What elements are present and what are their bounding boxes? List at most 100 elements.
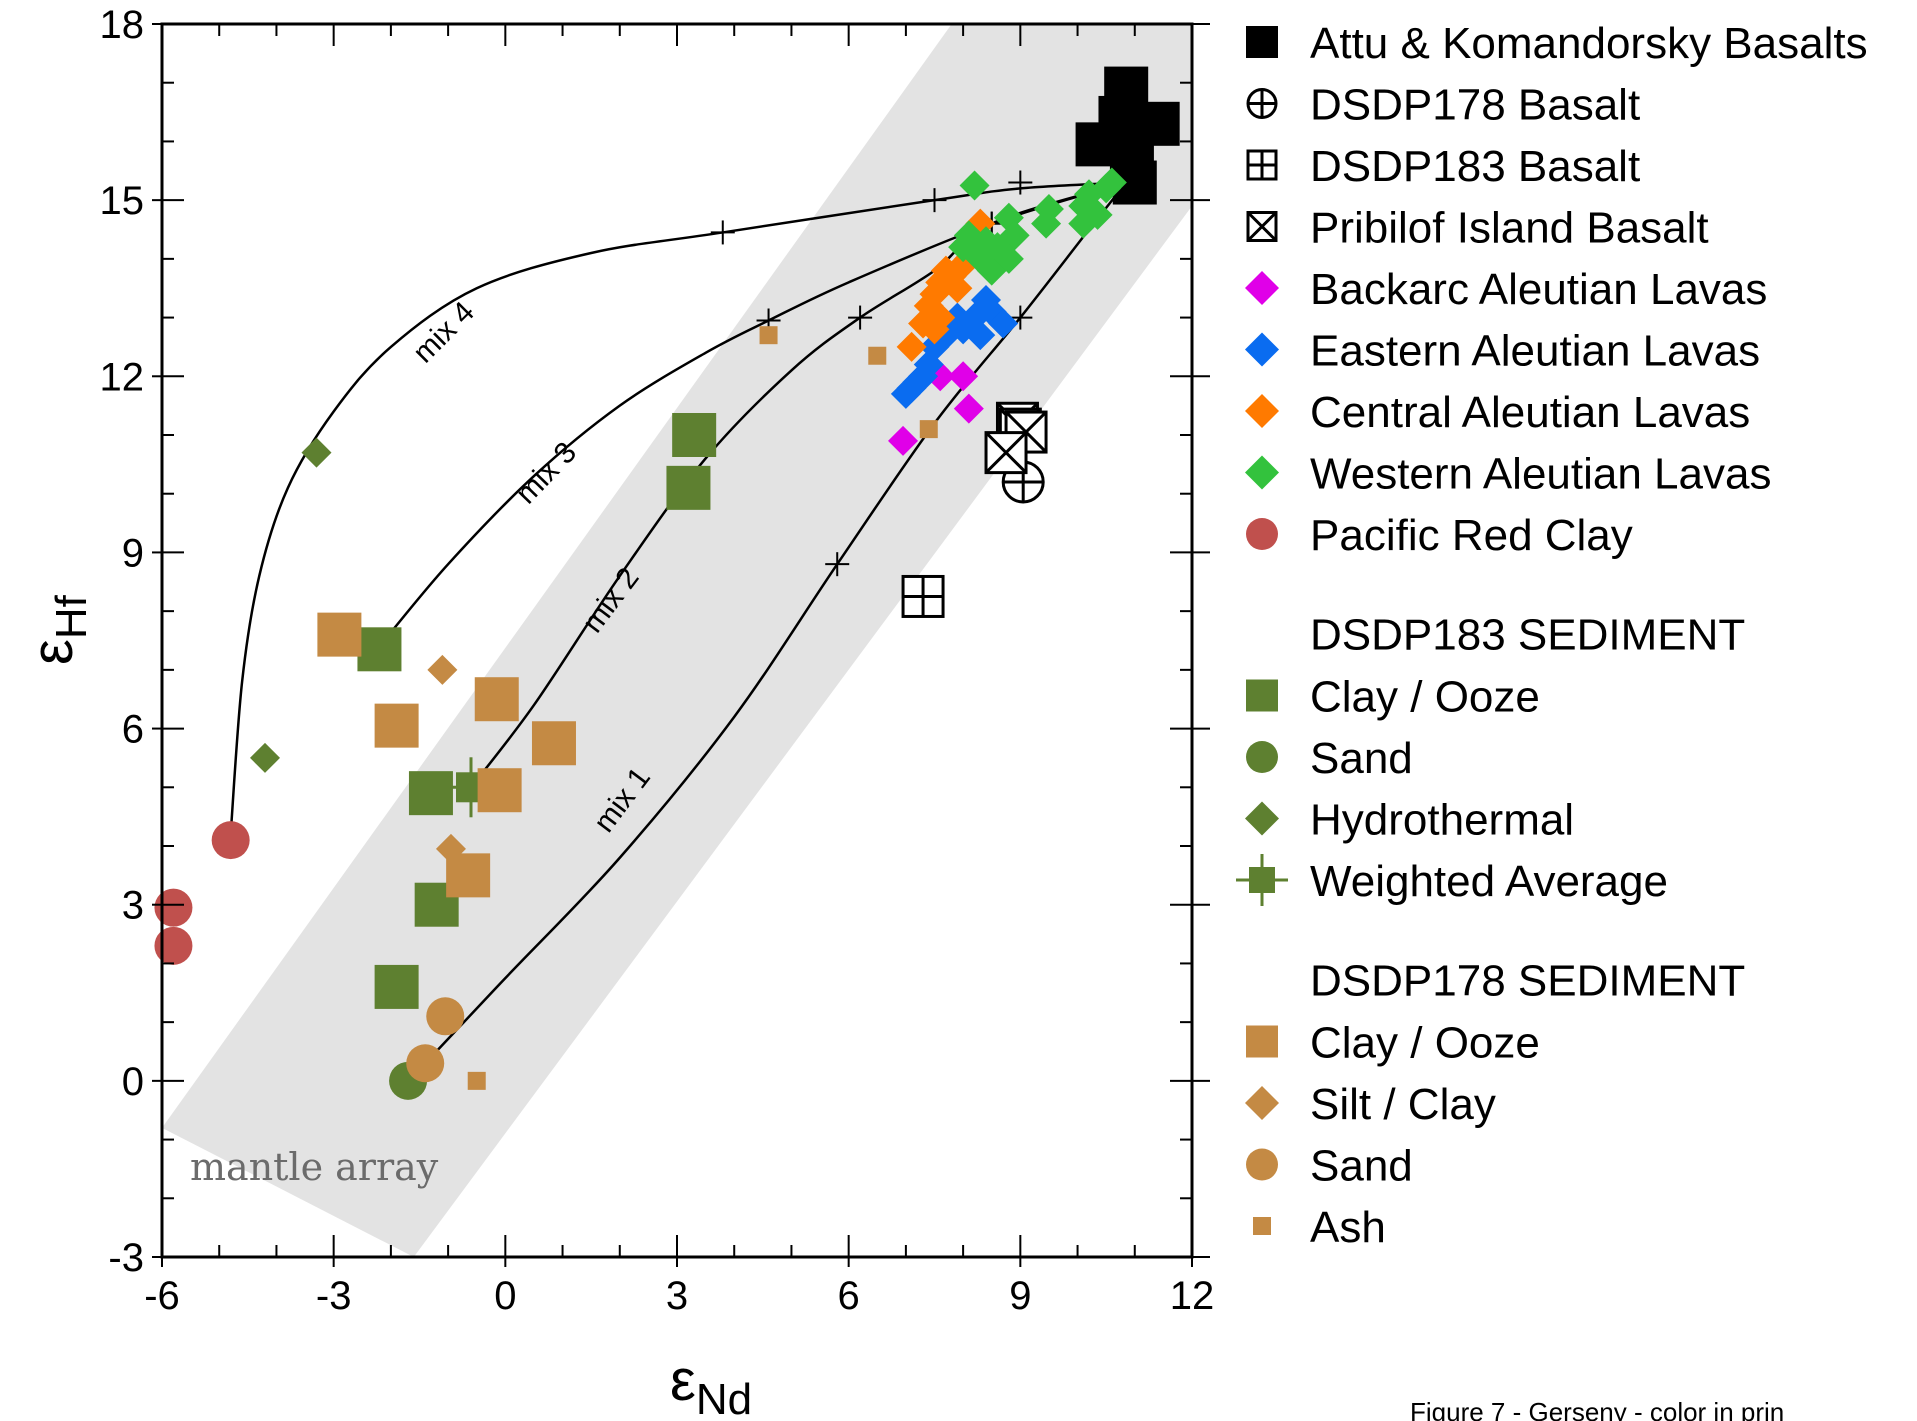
series-dsdp178-sediment-sand bbox=[406, 997, 465, 1083]
legend-label-dsdp183-basalt: DSDP183 Basalt bbox=[1310, 142, 1640, 191]
legend-label-clay-ooze: Clay / Ooze bbox=[1310, 1019, 1540, 1068]
point-dsdp178-sediment-sand-1 bbox=[406, 1044, 445, 1083]
series-dsdp183-sediment-hydrothermal bbox=[250, 437, 332, 773]
point-western-aleutian-lavas-16 bbox=[1096, 167, 1127, 198]
legend-item-attu-komandorsky-basalts: Attu & Komandorsky Basalts bbox=[1246, 19, 1868, 68]
point-dsdp178-sediment-clay-ooze-3 bbox=[531, 721, 576, 766]
legend-marker-eastern-aleutian-lavas bbox=[1245, 332, 1279, 367]
legend-item-ash: Ash bbox=[1253, 1203, 1386, 1252]
point-western-aleutian-lavas-17 bbox=[982, 232, 1013, 263]
point-dsdp178-sediment-ash-2 bbox=[919, 420, 938, 439]
point-dsdp183-sediment-clay-ooze-2 bbox=[357, 627, 402, 672]
point-dsdp178-sediment-silt-clay-1 bbox=[435, 833, 466, 864]
legend-marker-dsdp183-basalt bbox=[1246, 149, 1278, 181]
legend-label-central-aleutian-lavas: Central Aleutian Lavas bbox=[1310, 388, 1750, 437]
series-dsdp178-sediment-silt-clay bbox=[427, 654, 466, 864]
point-central-aleutian-lavas-11 bbox=[942, 273, 973, 304]
legend-item-silt-clay: Silt / Clay bbox=[1245, 1080, 1496, 1129]
point-dsdp178-sediment-sand-0 bbox=[426, 997, 465, 1036]
legend-marker-hydrothermal bbox=[1245, 801, 1279, 836]
mixing-tick-mix-4-2 bbox=[1008, 170, 1033, 195]
x-tick-label: -6 bbox=[144, 1274, 180, 1318]
y-axis-title-main: ε bbox=[20, 639, 85, 665]
figure-caption: Figure 7 - Gerseny - color in prin bbox=[1410, 1397, 1784, 1421]
data-points bbox=[154, 66, 1180, 1100]
point-pribilof-island-basalt-3 bbox=[984, 431, 1028, 475]
x-tick-label: -3 bbox=[316, 1274, 352, 1318]
point-pacific-red-clay-2 bbox=[154, 926, 193, 965]
y-tick-label: 9 bbox=[122, 531, 144, 575]
y-tick-label: 18 bbox=[100, 3, 145, 47]
y-tick-label: 12 bbox=[100, 355, 145, 399]
legend-label-sand: Sand bbox=[1310, 1142, 1413, 1191]
legend-marker-western-aleutian-lavas bbox=[1245, 455, 1279, 490]
legend-label-western-aleutian-lavas: Western Aleutian Lavas bbox=[1310, 450, 1771, 499]
point-central-aleutian-lavas-0 bbox=[896, 331, 927, 362]
point-pacific-red-clay-1 bbox=[154, 888, 193, 927]
mixing-tick-mix-1-0 bbox=[825, 552, 850, 577]
point-backarc-aleutian-lavas-4 bbox=[953, 393, 984, 424]
legend-item-clay-ooze: Clay / Ooze bbox=[1246, 1019, 1540, 1068]
legend-label-clay-ooze: Clay / Ooze bbox=[1310, 673, 1540, 722]
legend-heading-dsdp178-sediment: DSDP178 SEDIMENT bbox=[1310, 957, 1745, 1006]
legend-item-dsdp183-basalt: DSDP183 Basalt bbox=[1246, 142, 1640, 191]
series-western-aleutian-lavas bbox=[948, 167, 1127, 286]
point-dsdp178-sediment-silt-clay-0 bbox=[427, 654, 458, 685]
x-tick-label: 12 bbox=[1170, 1274, 1215, 1318]
point-dsdp178-sediment-ash-1 bbox=[868, 346, 887, 365]
legend-label-attu-komandorsky-basalts: Attu & Komandorsky Basalts bbox=[1310, 19, 1868, 68]
legend-marker-dsdp178-basalt bbox=[1246, 88, 1278, 119]
legend-item-dsdp178-basalt: DSDP178 Basalt bbox=[1246, 81, 1640, 130]
point-dsdp178-sediment-clay-ooze-0 bbox=[317, 612, 362, 657]
legend-marker-weighted-average bbox=[1236, 854, 1288, 906]
point-dsdp178-sediment-ash-3 bbox=[467, 1071, 486, 1090]
point-eastern-aleutian-lavas-14 bbox=[971, 284, 1001, 315]
x-axis-title: εNd bbox=[670, 1348, 752, 1421]
legend-item-pribilof-island-basalt: Pribilof Island Basalt bbox=[1246, 204, 1709, 253]
legend-marker-backarc-aleutian-lavas bbox=[1245, 271, 1279, 305]
point-dsdp178-sediment-clay-ooze-1 bbox=[374, 703, 419, 748]
legend-item-central-aleutian-lavas: Central Aleutian Lavas bbox=[1245, 388, 1750, 437]
series-dsdp183-basalt bbox=[901, 574, 945, 618]
legend-item-hydrothermal: Hydrothermal bbox=[1245, 796, 1574, 845]
point-dsdp178-sediment-clay-ooze-4 bbox=[477, 768, 522, 813]
series-dsdp178-sediment-clay-ooze bbox=[317, 612, 576, 898]
legend-marker-pribilof-island-basalt bbox=[1246, 211, 1278, 242]
y-tick-label: 0 bbox=[122, 1060, 144, 1104]
point-dsdp183-sediment-clay-ooze-3 bbox=[408, 771, 453, 816]
x-tick-label: 9 bbox=[1009, 1274, 1031, 1318]
legend-heading-dsdp183-sediment: DSDP183 SEDIMENT bbox=[1310, 611, 1745, 660]
legend-item-weighted-average: Weighted Average bbox=[1236, 854, 1668, 906]
legend-label-hydrothermal: Hydrothermal bbox=[1310, 796, 1574, 845]
legend-marker-clay-ooze bbox=[1246, 1025, 1278, 1058]
legend: Attu & Komandorsky Basalts DSDP178 Basalt… bbox=[1236, 19, 1868, 1252]
mixing-tick-mix-4-1 bbox=[922, 188, 947, 213]
legend-item-sand: Sand bbox=[1246, 734, 1413, 783]
series-pribilof-island-basalt bbox=[984, 401, 1048, 475]
series-dsdp183-sediment-clay-ooze bbox=[357, 413, 717, 1009]
point-dsdp178-sediment-ash-0 bbox=[759, 326, 778, 345]
y-tick-label: -3 bbox=[108, 1236, 144, 1280]
legend-label-pribilof-island-basalt: Pribilof Island Basalt bbox=[1310, 204, 1709, 253]
legend-label-silt-clay: Silt / Clay bbox=[1310, 1080, 1496, 1129]
x-axis-title-main: ε bbox=[670, 1348, 696, 1413]
legend-label-eastern-aleutian-lavas: Eastern Aleutian Lavas bbox=[1310, 327, 1760, 376]
y-tick-label: 6 bbox=[122, 708, 144, 752]
legend-marker-silt-clay bbox=[1245, 1086, 1279, 1120]
mixing-tick-mix-2-0 bbox=[848, 305, 873, 330]
legend-marker-ash bbox=[1253, 1217, 1271, 1235]
legend-marker-sand bbox=[1246, 741, 1278, 773]
series-dsdp178-sediment-ash bbox=[467, 326, 938, 1090]
legend-item-backarc-aleutian-lavas: Backarc Aleutian Lavas bbox=[1245, 265, 1767, 314]
x-axis-title-sub: Nd bbox=[696, 1375, 752, 1421]
mixing-curve-mix-1 bbox=[424, 181, 1128, 1065]
legend-label-pacific-red-clay: Pacific Red Clay bbox=[1310, 511, 1633, 560]
point-backarc-aleutian-lavas-0 bbox=[888, 425, 919, 456]
mixing-label-mix-3: mix 3 bbox=[510, 436, 584, 510]
legend-item-pacific-red-clay: Pacific Red Clay bbox=[1246, 511, 1633, 560]
mixing-tick-mix-4-0 bbox=[710, 220, 735, 245]
x-tick-label: 0 bbox=[494, 1274, 516, 1318]
mixing-tick-mix-1-1 bbox=[1008, 305, 1033, 330]
legend-marker-sand bbox=[1246, 1148, 1278, 1181]
